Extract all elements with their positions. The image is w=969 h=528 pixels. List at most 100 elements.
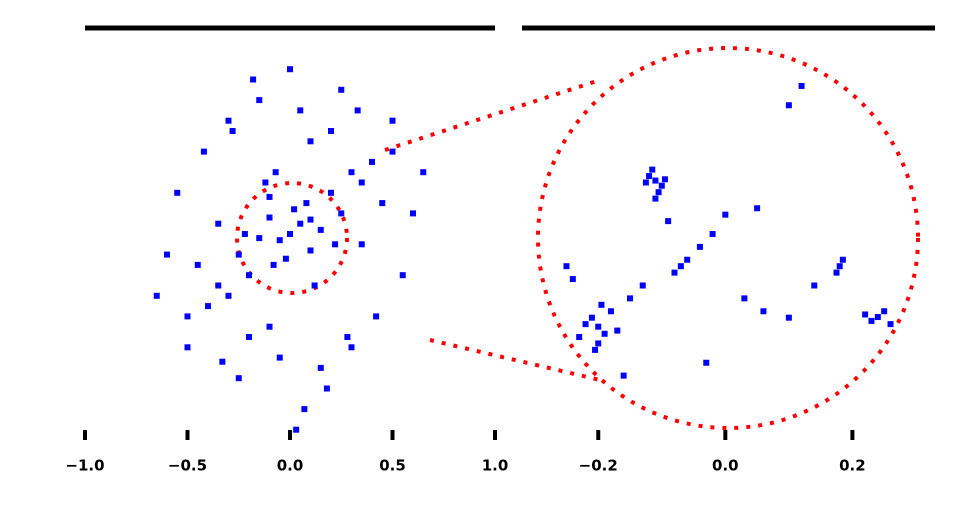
point xyxy=(722,211,729,218)
point xyxy=(665,218,672,225)
point xyxy=(153,292,160,299)
point xyxy=(317,226,324,233)
x-tick-label: 0.5 xyxy=(379,457,406,475)
point xyxy=(200,148,207,155)
point xyxy=(642,179,649,186)
point xyxy=(646,173,653,180)
point xyxy=(307,216,314,223)
point xyxy=(373,313,380,320)
point xyxy=(595,340,602,347)
point xyxy=(328,189,334,196)
point xyxy=(627,295,634,302)
point xyxy=(235,375,242,382)
point xyxy=(293,426,300,433)
x-tick-label: 0.0 xyxy=(277,457,304,475)
point xyxy=(225,292,232,299)
point xyxy=(684,256,691,263)
point xyxy=(174,189,181,196)
point xyxy=(229,128,236,134)
point xyxy=(256,97,263,104)
point xyxy=(317,364,324,371)
point xyxy=(250,76,257,83)
point xyxy=(262,179,269,186)
zoom-indicator xyxy=(235,46,920,430)
point xyxy=(389,148,396,155)
x-tick-label: −0.2 xyxy=(579,457,618,475)
point xyxy=(671,269,678,276)
point xyxy=(607,308,614,315)
point xyxy=(620,372,627,379)
point xyxy=(696,243,703,250)
point xyxy=(420,169,427,176)
point xyxy=(282,255,289,262)
point xyxy=(291,206,298,213)
point xyxy=(836,263,843,270)
point xyxy=(811,282,818,289)
point xyxy=(205,303,211,310)
x-tick-label: −1.0 xyxy=(65,457,104,475)
point xyxy=(874,314,881,321)
point xyxy=(235,251,242,258)
point xyxy=(184,313,191,320)
point xyxy=(287,231,293,237)
point xyxy=(219,358,226,365)
point xyxy=(184,344,191,351)
point xyxy=(323,385,330,392)
point xyxy=(601,330,608,337)
point xyxy=(303,200,310,207)
point xyxy=(358,179,365,186)
point xyxy=(614,327,621,334)
point xyxy=(307,138,314,145)
point xyxy=(389,117,396,124)
point xyxy=(297,107,304,114)
point xyxy=(338,210,345,217)
point xyxy=(266,323,273,330)
point xyxy=(301,406,308,413)
point xyxy=(241,231,248,237)
point xyxy=(225,117,232,124)
point xyxy=(798,82,805,89)
zoom-circle xyxy=(536,46,920,430)
point xyxy=(246,272,252,279)
point xyxy=(348,169,355,176)
point xyxy=(576,334,583,340)
point xyxy=(862,311,869,318)
x-tick-label: 0.0 xyxy=(712,457,739,475)
point xyxy=(569,276,576,283)
point xyxy=(881,308,888,315)
point xyxy=(287,66,293,73)
point xyxy=(639,282,646,289)
point xyxy=(598,301,605,308)
point xyxy=(311,282,318,289)
point xyxy=(839,256,846,263)
point xyxy=(833,269,840,276)
point xyxy=(595,323,602,330)
point xyxy=(215,220,222,227)
point xyxy=(307,247,314,254)
point xyxy=(246,334,252,340)
point xyxy=(276,354,283,361)
point xyxy=(785,102,792,109)
point xyxy=(652,195,659,202)
point xyxy=(649,166,656,173)
point xyxy=(410,210,416,217)
point xyxy=(588,314,595,321)
point xyxy=(661,176,668,183)
point xyxy=(344,334,351,340)
point xyxy=(270,261,277,268)
point xyxy=(741,295,748,302)
point xyxy=(297,220,304,227)
zoom-line xyxy=(384,78,601,152)
point xyxy=(276,237,283,244)
x-tick-label: 0.2 xyxy=(839,457,866,475)
point xyxy=(868,317,875,324)
point xyxy=(332,241,339,248)
point xyxy=(272,169,279,176)
point xyxy=(754,205,761,212)
point xyxy=(658,182,665,189)
point xyxy=(194,261,201,268)
point xyxy=(563,263,570,270)
point xyxy=(592,346,599,353)
point xyxy=(399,272,406,279)
